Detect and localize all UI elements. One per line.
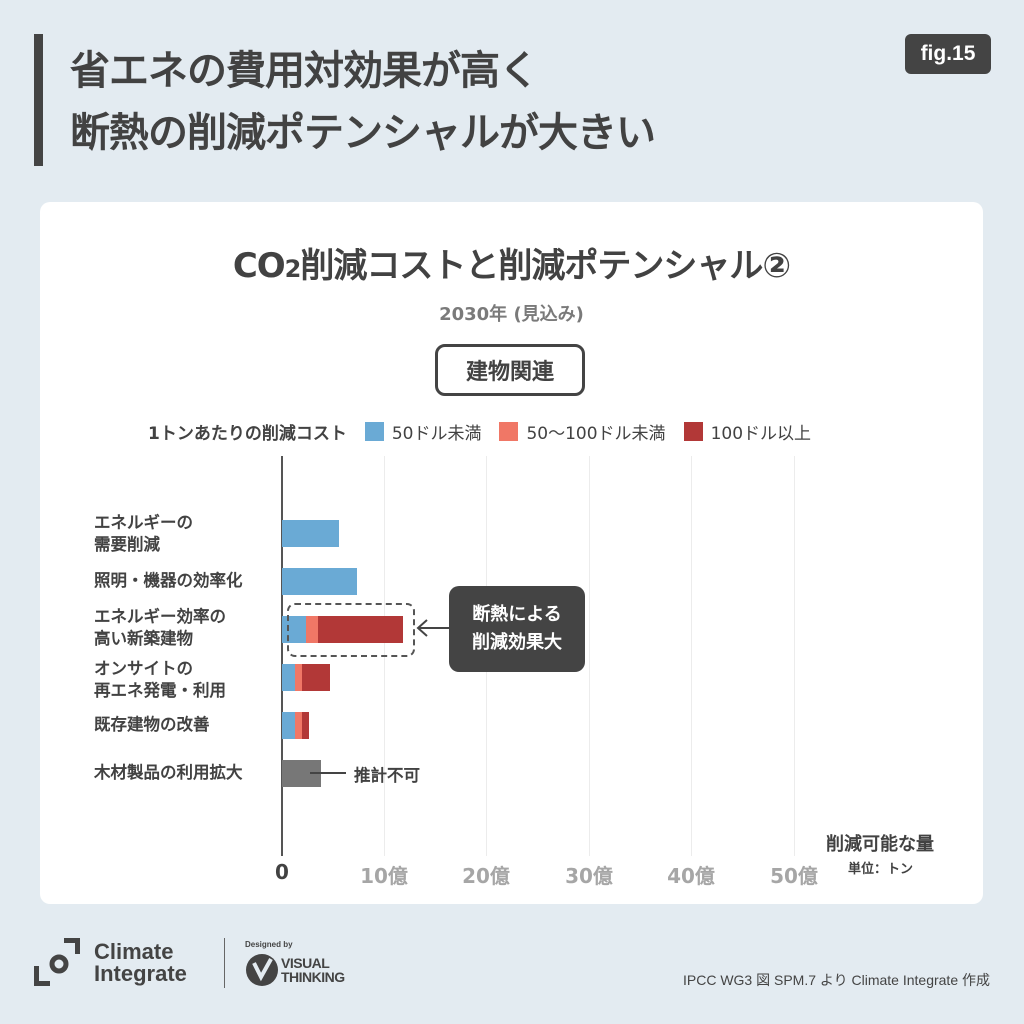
- x-tick: 50億: [770, 864, 818, 888]
- climate-integrate-wordmark: Climate Integrate: [94, 941, 187, 985]
- bar-segment-under-50: [282, 568, 357, 595]
- title-subscript: 2: [284, 255, 302, 283]
- bar-segment-under-50: [282, 616, 306, 643]
- bar-segment-under-50: [282, 520, 339, 547]
- category-label: 建物関連: [435, 344, 585, 396]
- climate-integrate-logo: Climate Integrate: [34, 938, 187, 988]
- x-tick: 20億: [462, 864, 510, 888]
- vt-line-1: VISUAL: [281, 955, 330, 971]
- bar-demand-reduction: [282, 520, 339, 547]
- visual-thinking-logo-icon: [246, 954, 278, 986]
- legend-label: 50〜100ドル未満: [526, 424, 666, 444]
- legend-label: 100ドル以上: [710, 424, 812, 444]
- bar-segment-over-100: [302, 712, 309, 739]
- arrow-left-icon: [416, 619, 449, 637]
- legend-title: 1トンあたりの削減コスト: [148, 424, 347, 444]
- gridline: [589, 456, 590, 856]
- bar-segment-50-100: [306, 616, 318, 643]
- row-label: エネルギー効率の 高い新築建物: [94, 607, 226, 648]
- headline-line-1: 省エネの費用対効果が高く: [70, 48, 539, 94]
- not-estimable-leader-line: [310, 772, 346, 774]
- logo-line-2: Integrate: [94, 961, 187, 986]
- x-tick: 30億: [565, 864, 613, 888]
- bar-segment-under-50: [282, 712, 295, 739]
- title-co: CO: [232, 246, 286, 286]
- legend-item-50-100: 50〜100ドル未満: [499, 419, 666, 444]
- legend-swatch-blue: [364, 422, 384, 441]
- bar-segment-over-100: [302, 664, 330, 691]
- row-label: 木材製品の利用拡大: [94, 763, 243, 782]
- vt-line-2: THINKING: [281, 969, 345, 985]
- title-rest: 削減コストと削減ポテンシャル②: [300, 246, 791, 286]
- row-label: エネルギーの 需要削減: [94, 513, 193, 554]
- not-estimable-label: 推計不可: [354, 766, 420, 785]
- bar-segment-over-100: [318, 616, 403, 643]
- legend-item-under-50: 50ドル未満: [364, 419, 482, 444]
- x-axis-title: 削減可能な量: [826, 834, 934, 855]
- bar-segment-50-100: [295, 664, 302, 691]
- row-label: オンサイトの 再エネ発電・利用: [94, 659, 226, 700]
- headline-accent-bar: [34, 34, 43, 166]
- x-tick: 0: [275, 860, 289, 884]
- climate-integrate-logo-icon: [34, 938, 80, 986]
- insulation-callout: 断熱による 削減効果大: [449, 586, 585, 672]
- plot-area: エネルギーの 需要削減 照明・機器の効率化 エネルギー効率の 高い新築建物 オン…: [40, 202, 983, 904]
- figure-badge: fig.15: [905, 34, 991, 74]
- legend-label: 50ドル未満: [391, 424, 482, 444]
- y-axis-line: [281, 456, 283, 856]
- headline: 省エネの費用対効果が高く 断熱の削減ポテンシャルが大きい: [70, 40, 656, 164]
- chart-card: CO2削減コストと削減ポテンシャル② 2030年 (見込み) 建物関連 1トンあ…: [40, 202, 983, 904]
- legend-swatch-salmon: [499, 422, 519, 441]
- bar-onsite-renewables: [282, 664, 330, 691]
- gridline: [691, 456, 692, 856]
- legend: 1トンあたりの削減コスト 50ドル未満 50〜100ドル未満 100ドル以上: [148, 419, 829, 444]
- bar-lighting-appliances: [282, 568, 357, 595]
- logo-line-1: Climate: [94, 939, 174, 964]
- gridline: [794, 456, 795, 856]
- bar-existing-building-improvement: [282, 712, 309, 739]
- chart-title: CO2削減コストと削減ポテンシャル②: [40, 238, 983, 287]
- bar-efficient-new-buildings: [282, 616, 403, 643]
- visual-thinking-logo: VISUAL THINKING: [245, 953, 345, 987]
- source-credit: IPCC WG3 図 SPM.7 より Climate Integrate 作成: [682, 972, 990, 988]
- x-tick: 10億: [360, 864, 408, 888]
- bar-segment-under-50: [282, 664, 295, 691]
- visual-thinking-wordmark: VISUAL THINKING: [281, 956, 345, 984]
- row-label: 照明・機器の効率化: [94, 571, 243, 590]
- footer-divider: [224, 938, 225, 988]
- chart-subtitle: 2030年 (見込み): [439, 304, 584, 325]
- legend-item-over-100: 100ドル以上: [683, 419, 812, 444]
- highlight-dashed-box: [287, 603, 415, 657]
- headline-line-2: 断熱の削減ポテンシャルが大きい: [70, 110, 656, 156]
- row-label: 既存建物の改善: [94, 715, 210, 734]
- x-axis-unit: 単位：トン: [848, 862, 914, 877]
- legend-swatch-red: [683, 422, 703, 441]
- x-tick: 40億: [667, 864, 715, 888]
- designed-by-label: Designed by: [245, 940, 293, 949]
- bar-segment-50-100: [295, 712, 302, 739]
